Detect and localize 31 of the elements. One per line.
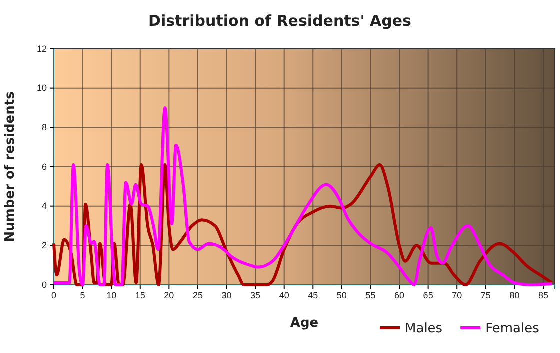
x-tick-label: 35: [250, 290, 261, 300]
x-axis-title: Age: [290, 316, 319, 331]
x-tick-label: 70: [452, 290, 462, 300]
y-tick-label: 8: [42, 122, 47, 133]
y-tick-label: 0: [42, 280, 47, 290]
y-tick-label: 10: [36, 83, 47, 94]
x-tick-label: 55: [366, 290, 376, 300]
x-tick-label: 75: [480, 290, 491, 300]
y-tick-label: 6: [42, 162, 47, 172]
y-tick-label: 4: [42, 201, 47, 212]
y-tick-label: 2: [42, 240, 47, 251]
x-tick-label: 10: [106, 290, 117, 300]
y-tick-label: 12: [36, 44, 47, 54]
x-tick-label: 85: [538, 290, 548, 300]
x-tick-label: 65: [423, 290, 434, 300]
x-tick-label: 25: [192, 290, 203, 300]
x-tick-label: 40: [279, 290, 290, 300]
x-tick-label: 0: [51, 290, 57, 300]
x-tick-label: 45: [308, 290, 318, 300]
legend-label: Males: [405, 322, 443, 336]
x-tick-label: 15: [135, 290, 146, 300]
x-tick-label: 5: [80, 290, 86, 300]
line-series: [52, 106, 554, 286]
x-tick-label: 60: [394, 290, 405, 300]
chart-title: Distribution of Residents' Ages: [148, 12, 412, 30]
legend-label: Females: [486, 322, 540, 336]
x-tick-label: 20: [164, 290, 174, 300]
x-tick-label: 50: [336, 290, 347, 300]
x-tick-label: 30: [222, 290, 232, 300]
y-axis-title: Number of residents: [3, 91, 18, 242]
x-tick-label: 80: [510, 290, 520, 300]
